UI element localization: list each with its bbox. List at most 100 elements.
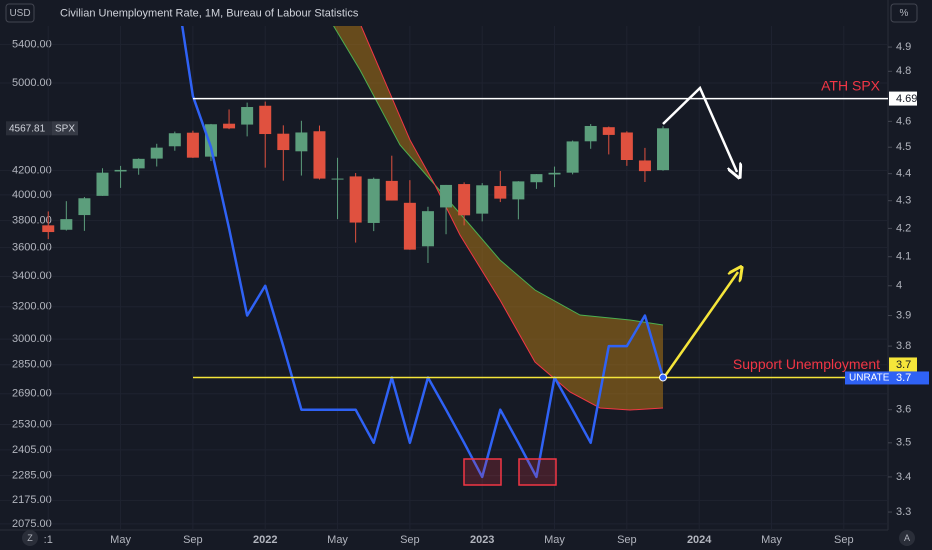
- y2-tick-label: 4.8: [896, 65, 911, 77]
- series-line: [180, 26, 665, 479]
- last-point: [659, 373, 668, 382]
- candle-body: [42, 225, 55, 233]
- y-tick-label: 2690.00: [12, 388, 52, 400]
- y2-tick-label: 3.9: [896, 309, 911, 321]
- x-tick-label: May: [761, 534, 782, 546]
- y-tick-label: 2405.00: [12, 444, 52, 456]
- y-tick-label: 2850.00: [12, 359, 52, 371]
- series-layer: [42, 26, 670, 479]
- x-tick-label: May: [327, 534, 348, 546]
- plot: [42, 26, 670, 479]
- y2-tick-label: 4.6: [896, 115, 911, 127]
- candle-body: [241, 107, 254, 125]
- y-tick-label: 2075.00: [12, 518, 52, 530]
- unit-button[interactable]: [890, 3, 918, 23]
- candle-body: [259, 105, 272, 135]
- annotation-text: Support Unemployment: [733, 356, 880, 372]
- y-tick-label: 3800.00: [12, 214, 52, 226]
- price-badge-value: 4567.81: [9, 123, 46, 134]
- auto-label: A: [904, 533, 910, 543]
- value-badge: [889, 357, 917, 372]
- overlay: ATH SPX Support Unemployment 4.69 3.7 UNRATE…: [6, 77, 929, 385]
- candle-body: [638, 160, 651, 172]
- candle-body: [512, 181, 525, 200]
- candle-body: [313, 131, 326, 179]
- y2-tick-label: 3.4: [896, 471, 911, 483]
- y-tick-label: 5000.00: [12, 77, 52, 89]
- y-tick-label: 3200.00: [12, 301, 52, 313]
- candle-body: [277, 133, 290, 151]
- candle-body: [60, 219, 73, 230]
- candle-body: [150, 147, 163, 159]
- y-tick-label: 4000.00: [12, 189, 52, 201]
- candle-body: [657, 128, 670, 171]
- unit: %: [900, 8, 909, 19]
- ribbon-lower: [360, 26, 664, 411]
- candle-body: [494, 186, 507, 199]
- x-tick-label: Sep: [400, 534, 420, 546]
- axis-panel: [888, 0, 932, 550]
- y2-tick-label: 3.5: [896, 437, 911, 449]
- y2-tick-label: 4.2: [896, 222, 911, 234]
- candle-body: [78, 198, 91, 216]
- x-tick-label: May: [544, 534, 565, 546]
- price-badge: [6, 121, 52, 136]
- candle-body: [421, 211, 434, 247]
- ribbon-fill: [333, 26, 663, 410]
- series-badge-value: 3.7: [896, 372, 911, 384]
- candle-body: [620, 132, 633, 161]
- x-tick-label: Sep: [183, 534, 203, 546]
- candle-body: [331, 178, 344, 180]
- candle-body: [476, 185, 489, 214]
- x-tick-label: May: [110, 534, 131, 546]
- highlight-box: [463, 458, 502, 486]
- y2-tick-label: 4.1: [896, 251, 911, 263]
- ribbon-upper: [333, 26, 664, 326]
- y2-tick-label: 3.8: [896, 340, 911, 352]
- projection-arrow: [662, 85, 737, 172]
- zoom-button[interactable]: [22, 530, 38, 546]
- value-badge: [889, 91, 917, 106]
- y-tick-label: 3600.00: [12, 242, 52, 254]
- value-badge-label: 3.7: [896, 359, 911, 371]
- candle-body: [349, 176, 362, 223]
- candle-body: [295, 132, 308, 152]
- zoom-label: Z: [27, 533, 33, 543]
- auto-button[interactable]: [899, 530, 915, 546]
- currency-button[interactable]: [5, 3, 35, 23]
- candle-body: [168, 133, 181, 147]
- highlight-box: [518, 458, 557, 486]
- y-tick-label: 2175.00: [12, 494, 52, 506]
- chart-title: Civilian Unemployment Rate, 1M, Bureau o…: [60, 7, 359, 19]
- candle-body: [566, 141, 579, 173]
- y2-tick-label: 3.6: [896, 404, 911, 416]
- candle-body: [440, 184, 453, 208]
- candle-body: [548, 172, 561, 175]
- x-tick-label: 2023: [470, 534, 494, 546]
- y2-tick-label: 4.5: [896, 141, 911, 153]
- candle-body: [458, 184, 471, 216]
- candle-body: [385, 180, 398, 201]
- y-tick-label: 5400.00: [12, 38, 52, 50]
- x-tick-label: 2024: [687, 534, 712, 546]
- y2-tick-label: 4.9: [896, 41, 911, 53]
- candle-body: [114, 169, 127, 172]
- annotation-text: ATH SPX: [821, 77, 881, 93]
- y2-tick-label: 4.4: [896, 168, 911, 180]
- candle-body: [530, 174, 543, 183]
- y2-tick-label: 4.3: [896, 195, 911, 207]
- y-tick-label: 2530.00: [12, 418, 52, 430]
- projection-arrow: [663, 272, 738, 377]
- candle-body: [367, 178, 380, 223]
- y-tick-label: 2285.00: [12, 469, 52, 481]
- y2-tick-label: 4: [896, 280, 902, 292]
- price-badge-name-bg: [52, 121, 78, 136]
- x-tick-label: Sep: [834, 534, 854, 546]
- candle-body: [602, 127, 615, 135]
- candle-body: [204, 124, 217, 157]
- x-tick-label: :1: [44, 534, 53, 546]
- value-badge-label: 4.69: [896, 93, 917, 105]
- candle-body: [132, 158, 145, 169]
- series-badge-name: UNRATE: [849, 373, 890, 384]
